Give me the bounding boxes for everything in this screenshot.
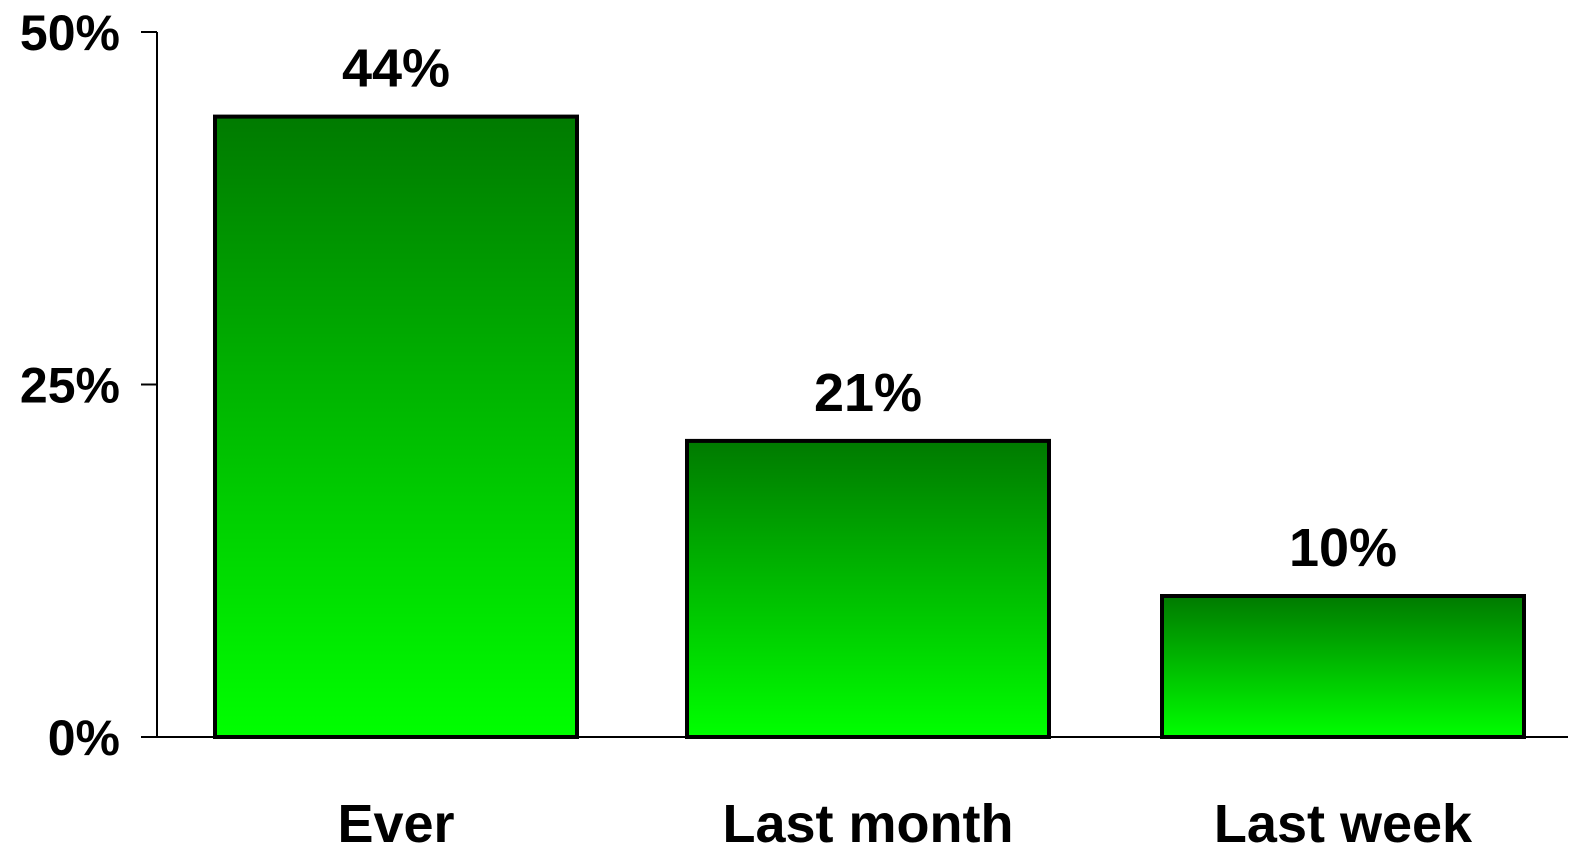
category-label: Ever (337, 794, 454, 854)
y-tick-label: 0% (48, 710, 120, 766)
y-tick-label: 25% (20, 358, 120, 414)
data-label: 44% (342, 39, 450, 99)
data-label: 10% (1289, 518, 1397, 578)
labels-layer: 44% Ever 21% Last month 10% Last week (337, 39, 1473, 854)
category-label: Last week (1214, 794, 1473, 854)
bar-ever (213, 114, 579, 740)
bar-last-week (1160, 594, 1526, 739)
data-label: 21% (814, 363, 922, 423)
category-label: Last month (723, 794, 1014, 854)
bars-layer (213, 114, 1526, 740)
y-axis: 0% 25% 50% (20, 5, 1568, 766)
y-tick-label: 50% (20, 5, 120, 61)
bar-last-month (685, 438, 1051, 739)
